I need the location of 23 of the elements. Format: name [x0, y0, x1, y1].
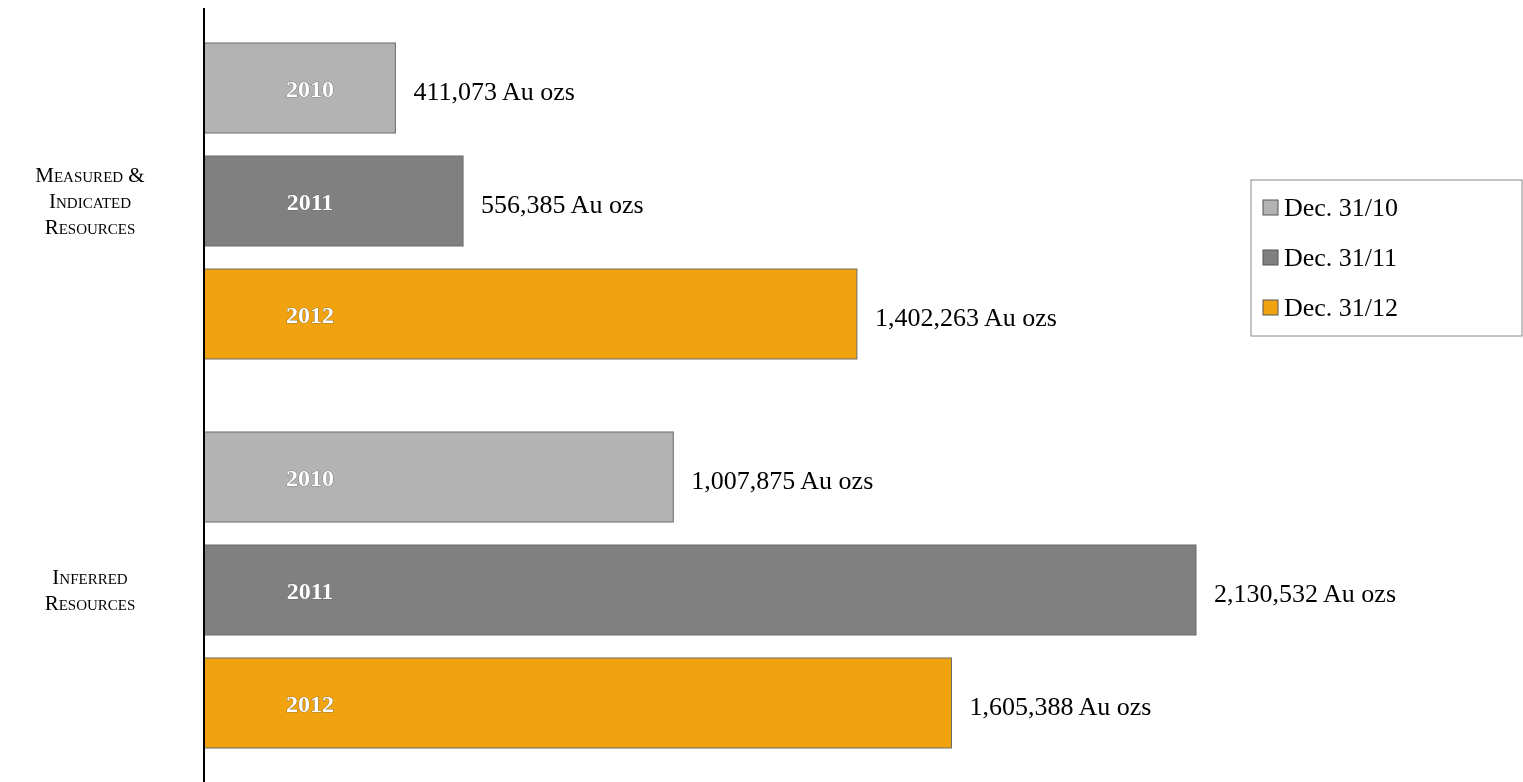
- annotation: 2011: [286, 578, 334, 604]
- data-label: 556,385 Au ozs: [481, 190, 644, 219]
- bar: [203, 657, 952, 749]
- annotation: 2010: [286, 76, 334, 102]
- annotation: 2011: [286, 189, 334, 215]
- legend-label: Dec. 31/11: [1284, 243, 1398, 272]
- bar: [203, 431, 674, 523]
- y-tick-label: Inferred Resources: [44, 565, 136, 615]
- bar: [203, 544, 1197, 636]
- legend-label: Dec. 31/12: [1284, 293, 1399, 322]
- data-label: 1,605,388 Au ozs: [969, 692, 1152, 721]
- bar: [203, 268, 858, 360]
- bar: [203, 155, 464, 247]
- data-label: 2,130,532 Au ozs: [1214, 579, 1396, 608]
- legend-label: Dec. 31/10: [1284, 193, 1399, 222]
- data-label: 1,402,263 Au ozs: [874, 303, 1057, 332]
- data-label: 411,073 Au ozs: [413, 77, 575, 106]
- annotation: 2012: [286, 302, 334, 328]
- annotation: 2012: [286, 691, 334, 717]
- data-label: 1,007,875 Au ozs: [691, 466, 874, 495]
- bar: [203, 42, 396, 134]
- y-tick-label: Measured & Indicated Resources: [35, 163, 145, 239]
- annotation: 2010: [286, 465, 334, 491]
